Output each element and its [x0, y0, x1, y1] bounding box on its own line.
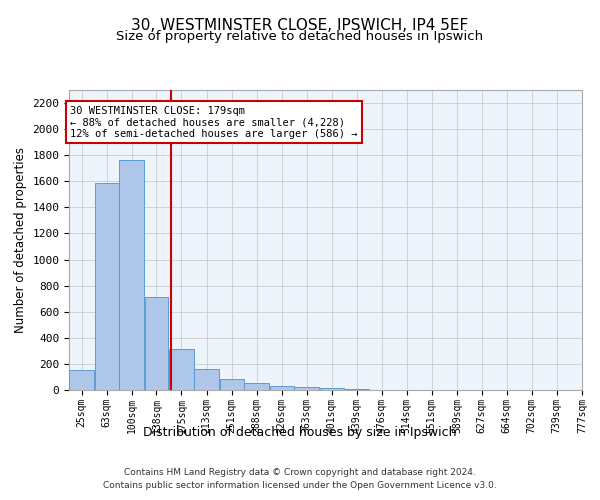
Bar: [244, 383, 269, 390]
Text: Size of property relative to detached houses in Ipswich: Size of property relative to detached ho…: [116, 30, 484, 43]
Bar: [269, 386, 293, 390]
Bar: [169, 349, 194, 390]
Bar: [145, 298, 169, 390]
Text: Contains public sector information licensed under the Open Government Licence v3: Contains public sector information licen…: [103, 480, 497, 490]
Text: 30, WESTMINSTER CLOSE, IPSWICH, IP4 5EF: 30, WESTMINSTER CLOSE, IPSWICH, IP4 5EF: [131, 18, 469, 32]
Text: 30 WESTMINSTER CLOSE: 179sqm
← 88% of detached houses are smaller (4,228)
12% of: 30 WESTMINSTER CLOSE: 179sqm ← 88% of de…: [70, 106, 358, 139]
Bar: [95, 182, 119, 390]
Y-axis label: Number of detached properties: Number of detached properties: [14, 147, 27, 333]
Text: Distribution of detached houses by size in Ipswich: Distribution of detached houses by size …: [143, 426, 457, 439]
Bar: [70, 370, 94, 390]
Bar: [345, 389, 369, 390]
Bar: [194, 369, 219, 390]
Bar: [320, 388, 344, 390]
Text: Contains HM Land Registry data © Crown copyright and database right 2024.: Contains HM Land Registry data © Crown c…: [124, 468, 476, 477]
Bar: [294, 388, 319, 390]
Bar: [220, 378, 244, 390]
Bar: [119, 160, 144, 390]
